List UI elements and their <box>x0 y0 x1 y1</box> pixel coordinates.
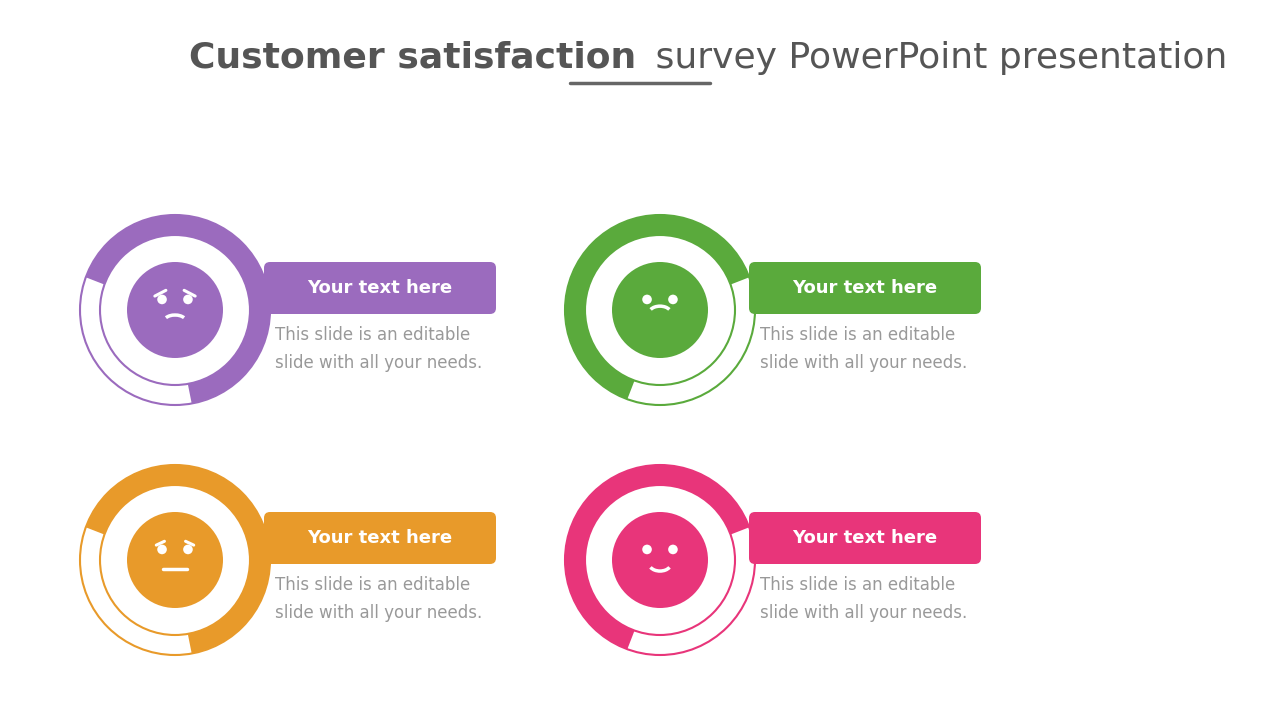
Circle shape <box>668 544 678 554</box>
Circle shape <box>102 487 248 633</box>
Circle shape <box>102 237 248 383</box>
Text: This slide is an editable
slide with all your needs.: This slide is an editable slide with all… <box>760 576 968 622</box>
Text: This slide is an editable
slide with all your needs.: This slide is an editable slide with all… <box>760 326 968 372</box>
FancyBboxPatch shape <box>749 512 980 564</box>
Circle shape <box>643 294 652 305</box>
Text: This slide is an editable
slide with all your needs.: This slide is an editable slide with all… <box>275 326 483 372</box>
Text: Your text here: Your text here <box>792 279 937 297</box>
Circle shape <box>127 512 223 608</box>
Text: This slide is an editable
slide with all your needs.: This slide is an editable slide with all… <box>275 576 483 622</box>
Text: survey PowerPoint presentation: survey PowerPoint presentation <box>644 41 1228 75</box>
Circle shape <box>588 487 733 633</box>
Text: Customer satisfaction: Customer satisfaction <box>188 41 636 75</box>
Circle shape <box>668 294 678 305</box>
Circle shape <box>127 262 223 358</box>
Circle shape <box>643 544 652 554</box>
Circle shape <box>183 544 193 554</box>
Circle shape <box>612 512 708 608</box>
FancyBboxPatch shape <box>264 512 497 564</box>
Circle shape <box>612 262 708 358</box>
Circle shape <box>157 544 166 554</box>
FancyBboxPatch shape <box>264 262 497 314</box>
FancyBboxPatch shape <box>749 262 980 314</box>
Circle shape <box>157 294 166 305</box>
Text: Your text here: Your text here <box>792 529 937 547</box>
Text: Your text here: Your text here <box>307 279 453 297</box>
Circle shape <box>588 237 733 383</box>
Circle shape <box>183 294 193 305</box>
Text: Your text here: Your text here <box>307 529 453 547</box>
